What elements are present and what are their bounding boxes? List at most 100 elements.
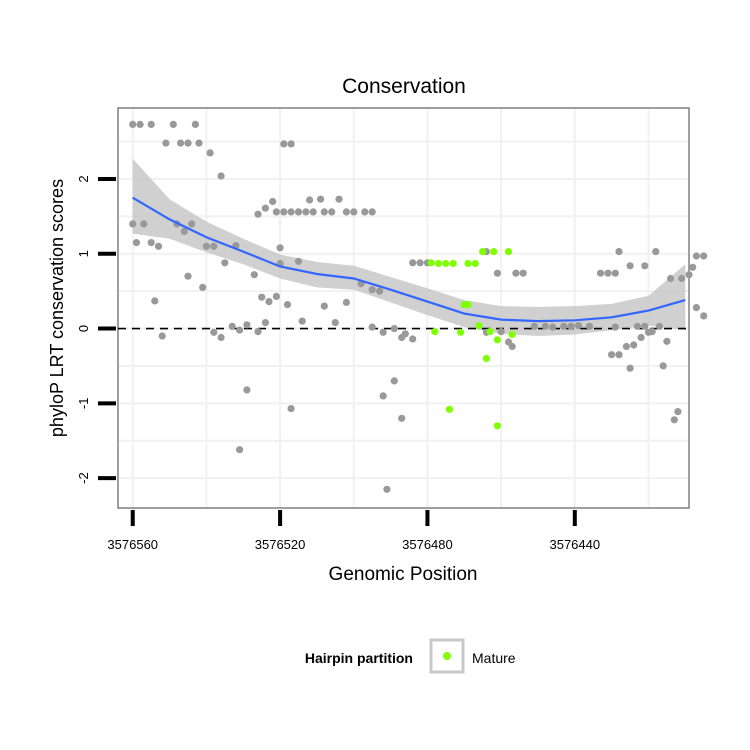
point-mature	[449, 259, 457, 268]
y-tick-label: -2	[76, 472, 91, 484]
point-other	[512, 269, 520, 277]
point-mature	[493, 422, 501, 430]
legend: Hairpin partition Mature	[305, 638, 516, 674]
point-other	[390, 325, 398, 333]
point-other	[136, 120, 144, 128]
point-other	[376, 287, 384, 295]
point-mature	[508, 330, 516, 339]
point-other	[287, 405, 295, 413]
point-other	[261, 204, 269, 212]
point-other	[269, 197, 277, 206]
point-other	[611, 269, 619, 277]
point-other	[236, 446, 244, 454]
y-axis: -2 -1 0 1 2	[76, 175, 116, 484]
point-other	[652, 248, 660, 256]
point-other	[140, 220, 148, 228]
point-other	[674, 408, 682, 416]
point-other	[667, 274, 675, 283]
point-other	[401, 330, 409, 338]
point-other	[493, 269, 501, 277]
point-mature	[504, 248, 513, 256]
point-other	[626, 262, 634, 270]
point-other	[689, 263, 697, 271]
y-axis-label: phyloP LRT conservation scores	[47, 179, 67, 437]
point-other	[409, 259, 417, 267]
point-other	[608, 351, 616, 359]
point-other	[615, 351, 623, 359]
x-tick-label: 3576560	[107, 537, 158, 552]
point-other	[663, 337, 671, 345]
point-other	[306, 196, 314, 204]
point-other	[287, 208, 295, 216]
point-other	[162, 139, 170, 147]
point-other	[379, 328, 387, 336]
point-other	[567, 322, 575, 330]
point-other	[317, 195, 325, 203]
point-other	[390, 377, 398, 385]
point-other	[302, 208, 310, 216]
point-other	[700, 252, 708, 260]
point-other	[129, 120, 137, 128]
point-other	[236, 326, 244, 334]
point-other	[188, 220, 196, 228]
point-other	[361, 208, 369, 216]
point-other	[342, 208, 350, 216]
x-tick-label: 3576440	[549, 537, 600, 552]
point-mature	[457, 328, 465, 336]
point-other	[700, 312, 708, 320]
point-other	[585, 322, 594, 330]
point-other	[217, 172, 225, 180]
y-tick-label: -1	[76, 398, 91, 410]
y-tick-label: 0	[76, 325, 91, 332]
point-other	[335, 195, 343, 203]
point-other	[368, 208, 376, 216]
point-other	[497, 328, 505, 336]
point-other	[350, 208, 358, 216]
grid-lines	[119, 109, 688, 507]
point-mature	[442, 259, 450, 268]
point-mature	[445, 405, 454, 413]
point-other	[692, 252, 701, 260]
point-other	[132, 239, 140, 247]
point-other	[195, 139, 203, 147]
point-other	[655, 322, 664, 330]
point-other	[151, 297, 159, 305]
point-other	[368, 323, 376, 331]
point-other	[320, 208, 328, 216]
point-other	[615, 248, 623, 256]
point-other	[177, 139, 185, 147]
point-other	[154, 242, 163, 250]
point-other	[221, 259, 229, 267]
point-mature	[493, 336, 501, 344]
point-other	[280, 140, 288, 148]
legend-key-box	[429, 638, 465, 674]
point-other	[508, 342, 516, 351]
point-mature	[464, 259, 472, 268]
point-other	[298, 317, 306, 325]
point-other	[368, 286, 376, 294]
point-mature	[464, 301, 472, 309]
legend-key-mature	[443, 652, 451, 660]
point-other	[272, 208, 280, 216]
point-other	[670, 416, 678, 424]
legend-label-mature: Mature	[472, 650, 516, 666]
point-other	[630, 341, 638, 349]
point-other	[206, 149, 214, 157]
confidence-band	[132, 158, 686, 336]
point-other	[261, 319, 269, 327]
confidence-band-layer	[132, 158, 686, 336]
point-other	[383, 485, 391, 493]
point-other	[210, 242, 218, 250]
point-other	[560, 322, 568, 330]
point-other	[280, 208, 288, 216]
point-other	[210, 328, 218, 336]
point-other	[184, 272, 192, 280]
x-axis-label: Genomic Position	[329, 564, 478, 585]
point-other	[641, 322, 649, 330]
point-other	[276, 244, 284, 252]
point-other	[129, 220, 137, 228]
point-other	[549, 323, 557, 331]
point-other	[272, 292, 280, 300]
point-other	[519, 269, 527, 277]
point-other	[294, 208, 303, 216]
